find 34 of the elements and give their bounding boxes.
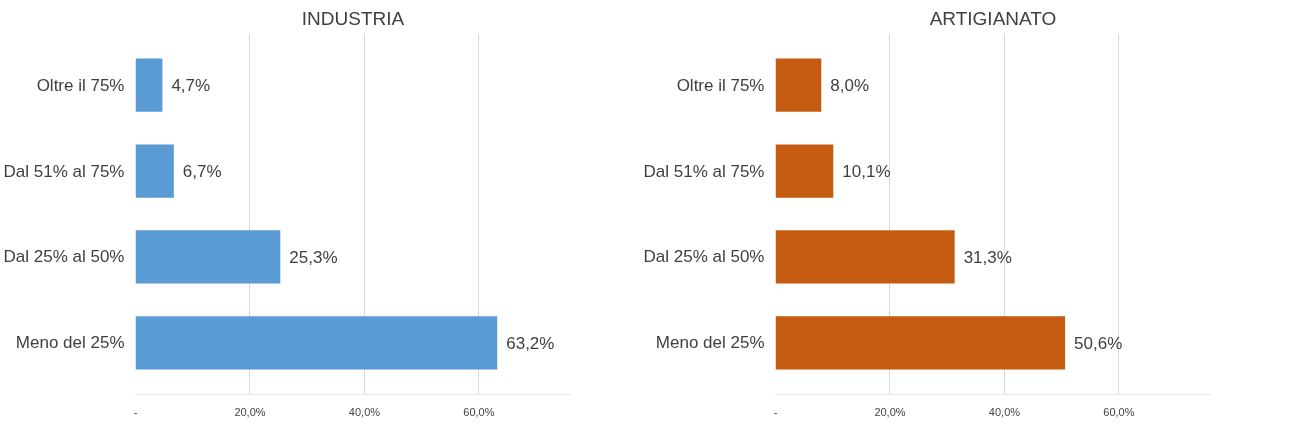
data-label: 63,2% xyxy=(506,333,555,353)
x-tick-label: 60,0% xyxy=(1103,405,1135,418)
y-tick-label: Dal 25% al 50% xyxy=(643,247,765,267)
chart-title: INDUSTRIA xyxy=(301,7,405,29)
x-tick-label: 20,0% xyxy=(874,405,906,418)
data-label: 31,3% xyxy=(963,247,1012,267)
y-tick-label: Oltre il 75% xyxy=(676,75,765,95)
data-label: 10,1% xyxy=(842,162,891,182)
chart-title: ARTIGIANATO xyxy=(929,7,1057,29)
x-tick-label: - xyxy=(773,405,778,418)
bar xyxy=(775,316,1066,370)
bar xyxy=(775,144,834,198)
x-tick-label: 20,0% xyxy=(234,405,266,418)
y-tick-label: Dal 51% al 75% xyxy=(3,161,125,181)
data-label: 25,3% xyxy=(289,247,338,267)
data-label: 8,0% xyxy=(830,76,870,96)
bar xyxy=(135,144,174,198)
data-label: 6,7% xyxy=(182,162,222,182)
y-tick-label: Dal 25% al 50% xyxy=(3,247,125,267)
x-tick-label: 60,0% xyxy=(463,405,495,418)
y-tick-label: Dal 51% al 75% xyxy=(643,161,765,181)
y-tick-label: Meno del 25% xyxy=(655,333,765,353)
bar xyxy=(775,58,822,112)
data-label: 50,6% xyxy=(1074,333,1123,353)
y-tick-label: Meno del 25% xyxy=(15,333,125,353)
x-tick-label: - xyxy=(133,405,138,418)
x-tick-label: 40,0% xyxy=(988,405,1021,418)
bar xyxy=(135,230,281,284)
data-label: 4,7% xyxy=(171,76,211,96)
bar xyxy=(135,58,163,112)
y-tick-label: Oltre il 75% xyxy=(36,75,125,95)
bar xyxy=(775,230,955,284)
bar xyxy=(135,316,498,370)
x-tick-label: 40,0% xyxy=(348,405,381,418)
